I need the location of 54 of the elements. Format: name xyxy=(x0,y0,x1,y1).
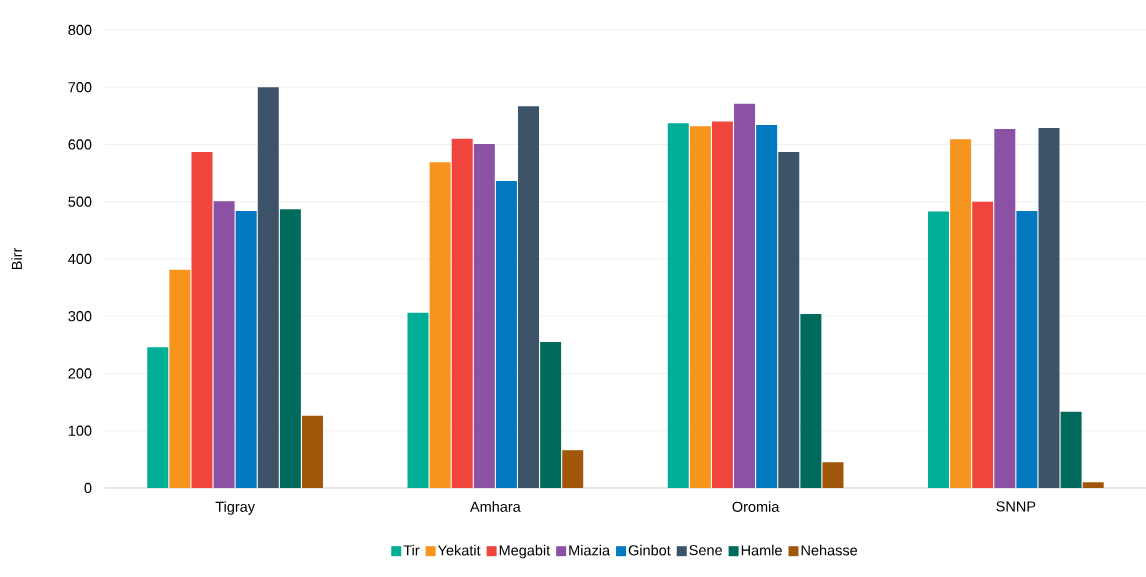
bar xyxy=(257,87,279,488)
bar xyxy=(778,151,800,488)
bar xyxy=(518,106,540,488)
bar xyxy=(711,121,733,488)
legend-label: Yekatit xyxy=(437,544,481,556)
y-tick-label: 100 xyxy=(68,425,92,436)
bar xyxy=(734,103,756,488)
bar xyxy=(191,151,213,488)
bar xyxy=(1060,411,1082,488)
bar xyxy=(972,201,994,488)
x-tick-label: Oromia xyxy=(732,501,780,512)
bar xyxy=(279,209,301,488)
bar xyxy=(667,123,689,488)
bar xyxy=(429,162,451,488)
bar xyxy=(800,313,822,488)
bar xyxy=(147,347,169,488)
bar xyxy=(1038,127,1060,488)
bar xyxy=(451,138,473,488)
bar xyxy=(235,210,257,488)
bar xyxy=(994,129,1016,488)
legend-label: Nehasse xyxy=(801,544,858,556)
x-tick-label: Tigray xyxy=(215,501,255,515)
bar xyxy=(950,139,972,488)
bar xyxy=(213,201,235,488)
bar xyxy=(407,312,429,488)
y-tick-label: 0 xyxy=(84,482,92,494)
bar xyxy=(756,125,778,488)
y-tick-label: 800 xyxy=(68,24,92,36)
y-axis-title: Birr xyxy=(11,247,22,270)
bar xyxy=(495,181,517,488)
bar xyxy=(1082,482,1104,488)
bar xyxy=(169,269,191,488)
y-tick-label: 400 xyxy=(68,253,92,265)
bar xyxy=(689,126,711,488)
bar xyxy=(1016,210,1038,488)
legend-label: Hamle xyxy=(741,544,782,556)
legend-label: Megabit xyxy=(499,544,551,559)
x-tick-label: SNNP xyxy=(996,501,1036,512)
y-tick-label: 500 xyxy=(68,196,92,207)
bar xyxy=(928,211,949,488)
legend-label: Sene xyxy=(689,545,722,556)
bar xyxy=(562,450,584,488)
y-tick-label: 700 xyxy=(68,82,92,93)
legend-label: Ginbot xyxy=(628,544,671,556)
bar xyxy=(473,143,495,488)
y-tick-label: 300 xyxy=(68,311,92,322)
legend-label: Tir xyxy=(403,544,420,556)
bar xyxy=(540,342,562,488)
bar xyxy=(822,462,844,488)
y-tick-label: 200 xyxy=(68,368,92,379)
x-tick-label: Amhara xyxy=(470,501,521,512)
y-tick-label: 600 xyxy=(68,139,92,150)
bar xyxy=(301,415,323,488)
legend-label: Miazia xyxy=(569,544,611,556)
